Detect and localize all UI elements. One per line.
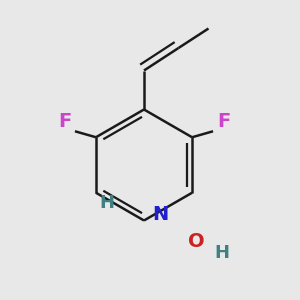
Text: H: H [99, 194, 114, 211]
Text: N: N [152, 205, 169, 224]
Text: F: F [217, 112, 230, 131]
Text: H: H [214, 244, 230, 262]
Text: O: O [188, 232, 205, 251]
Text: F: F [58, 112, 71, 131]
